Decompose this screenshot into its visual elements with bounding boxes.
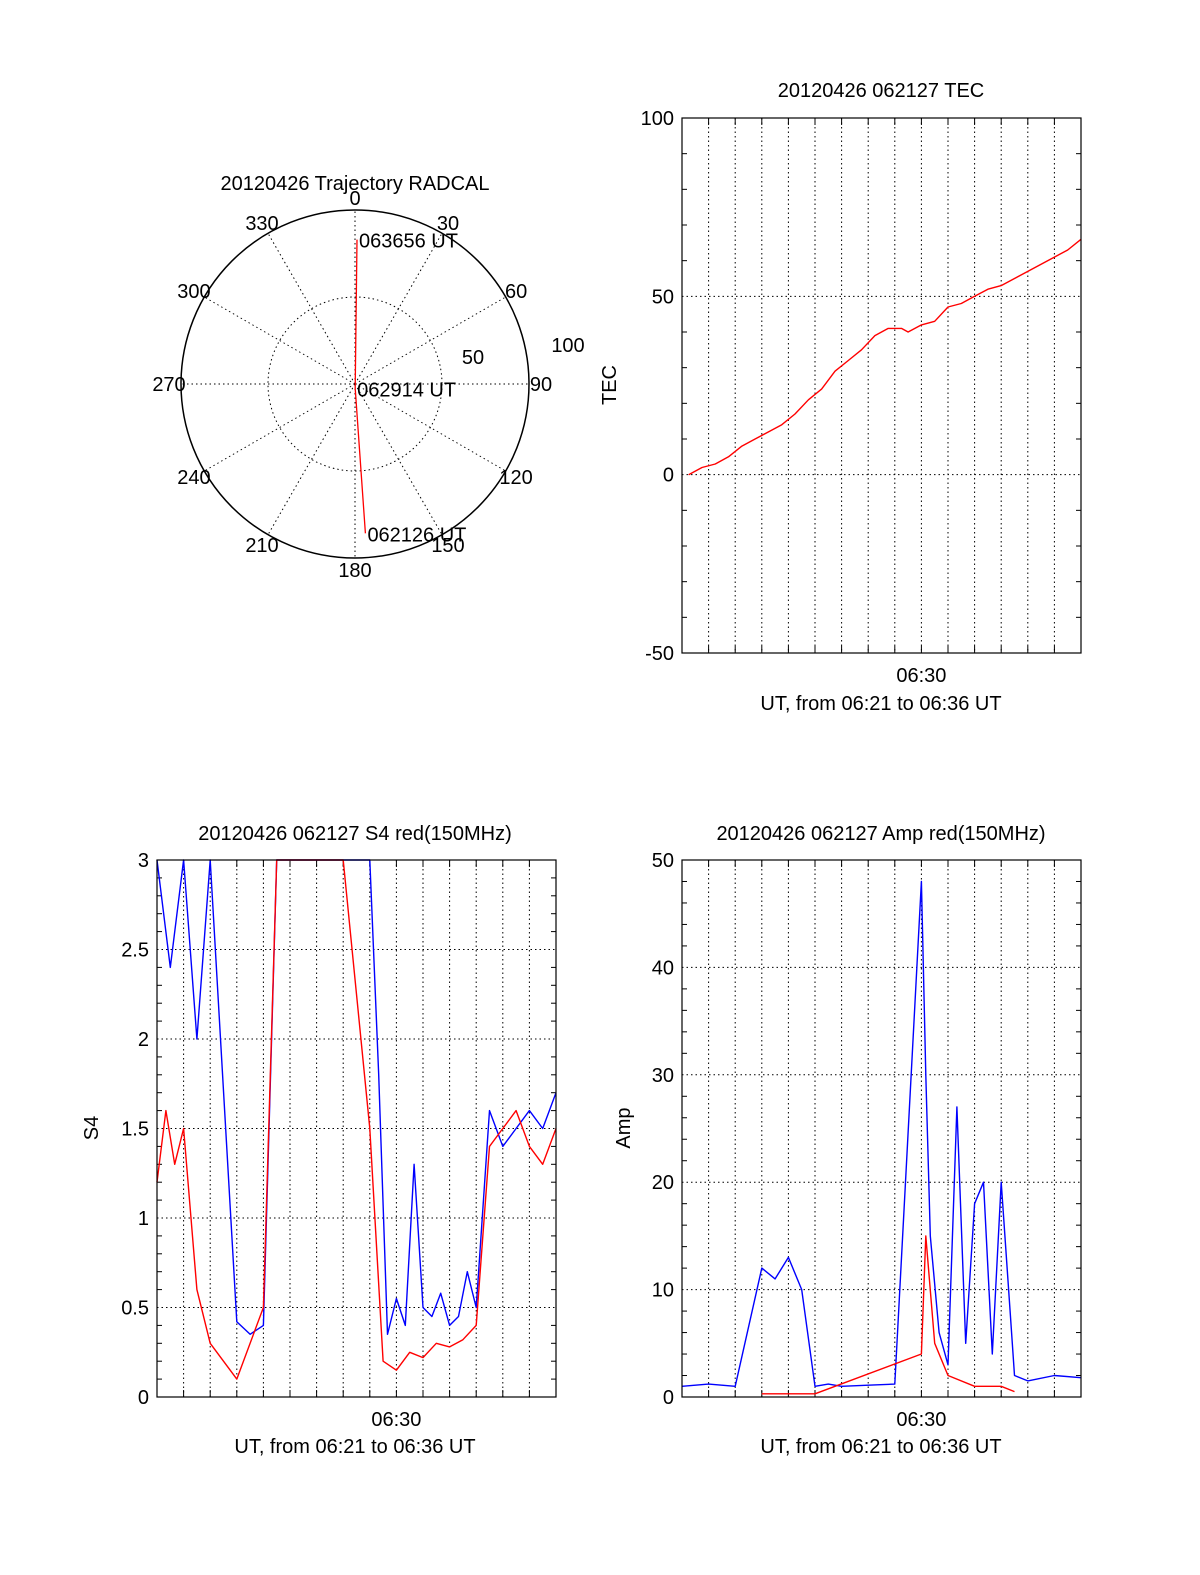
s4-title: 20120426 062127 S4 red(150MHz): [198, 823, 512, 845]
y-tick-label: 2.5: [121, 940, 149, 962]
plot-frame: [156, 859, 557, 1398]
y-tick-label: 0: [138, 1387, 149, 1409]
y-tick-label: 100: [641, 108, 674, 130]
tec-title: 20120426 062127 TEC: [778, 80, 984, 102]
polar-radial-labels: 50 100: [462, 335, 585, 369]
series-line: [688, 238, 1082, 476]
polar-angle-label: 240: [177, 467, 210, 489]
polar-outer-circle: [180, 209, 530, 559]
trajectory-line: [354, 239, 367, 534]
series-line: [761, 1235, 1015, 1395]
amp-plot: 20120426 062127 Amp red(150MHz) UT, from…: [613, 823, 1082, 1458]
y-tick-label: 50: [652, 850, 674, 872]
s4-plot: 20120426 062127 S4 red(150MHz) UT, from …: [81, 823, 557, 1458]
polar-spoke: [267, 383, 356, 535]
polar-title: 20120426 Trajectory RADCAL: [220, 173, 489, 195]
polar-angle-label: 90: [530, 374, 552, 396]
s4-ylabel: S4: [81, 1116, 103, 1140]
y-tick-label: 30: [652, 1065, 674, 1087]
polar-spoke: [354, 383, 506, 472]
polar-radial-label: 100: [551, 335, 584, 357]
x-tick-label: 06:30: [896, 665, 946, 687]
y-tick-label: 10: [652, 1280, 674, 1302]
polar-spoke: [354, 383, 443, 535]
polar-radial-label: 50: [462, 347, 484, 369]
series-line: [156, 859, 557, 1335]
y-tick-label: 50: [652, 286, 674, 308]
s4-xlabel: UT, from 06:21 to 06:36 UT: [234, 1436, 475, 1458]
plot-frame: [681, 859, 1082, 1398]
polar-grid: [180, 209, 530, 559]
polar-angle-label: 30: [437, 213, 459, 235]
tec-plot-area: -50 0 50 100 06:30: [641, 108, 1082, 687]
y-tick-label: 0.5: [121, 1298, 149, 1320]
tec-ylabel: TEC: [599, 365, 621, 405]
series-line: [681, 880, 1082, 1387]
trajectory-time-label: 063656 UT: [359, 231, 458, 253]
polar-angle-label: 300: [177, 281, 210, 303]
polar-angle-label: 330: [245, 213, 278, 235]
trajectory-annotations: 063656 UT 062914 UT 062126 UT: [357, 231, 466, 547]
x-tick-label: 06:30: [896, 1409, 946, 1431]
y-tick-label: 20: [652, 1172, 674, 1194]
y-tick-label: 40: [652, 957, 674, 979]
polar-angle-label: 210: [245, 535, 278, 557]
tec-plot: 20120426 062127 TEC UT, from 06:21 to 06…: [599, 80, 1082, 715]
trajectory-series: [354, 239, 367, 534]
polar-angle-label: 150: [431, 535, 464, 557]
tec-xlabel: UT, from 06:21 to 06:36 UT: [760, 693, 1001, 715]
polar-spoke: [267, 233, 356, 385]
y-tick-label: 1: [138, 1208, 149, 1230]
polar-angle-labels: 0 30 60 90 120 150 180 210 240 270 300 330: [152, 188, 552, 582]
y-tick-label: 2: [138, 1029, 149, 1051]
polar-angle-label: 180: [338, 560, 371, 582]
polar-spoke: [204, 296, 356, 385]
y-tick-label: 1.5: [121, 1119, 149, 1141]
polar-spoke: [354, 233, 443, 385]
amp-xlabel: UT, from 06:21 to 06:36 UT: [760, 1436, 1001, 1458]
x-tick-label: 06:30: [371, 1409, 421, 1431]
plot-frame: [681, 117, 1082, 654]
y-tick-label: 3: [138, 850, 149, 872]
polar-angle-label: 60: [505, 281, 527, 303]
polar-angle-label: 0: [349, 188, 360, 210]
s4-plot-area: 0 0.5 1 1.5 2 2.5 3 06:30: [121, 850, 557, 1431]
polar-angle-label: 120: [499, 467, 532, 489]
trajectory-time-label: 062914 UT: [357, 379, 456, 401]
amp-plot-area: 0 10 20 30 40 50 06:30: [652, 850, 1082, 1431]
amp-title: 20120426 062127 Amp red(150MHz): [716, 823, 1045, 845]
trajectory-polar-plot: 20120426 Trajectory RADCAL 0 30 60 90 120 150…: [152, 173, 584, 582]
y-tick-label: 0: [663, 465, 674, 487]
y-tick-label: 0: [663, 1387, 674, 1409]
amp-ylabel: Amp: [613, 1107, 635, 1148]
y-tick-label: -50: [645, 643, 674, 665]
series-line: [156, 859, 557, 1380]
polar-angle-label: 270: [152, 374, 185, 396]
polar-spoke: [204, 383, 356, 472]
polar-spoke: [354, 296, 506, 385]
trajectory-time-label: 062126 UT: [367, 524, 466, 546]
